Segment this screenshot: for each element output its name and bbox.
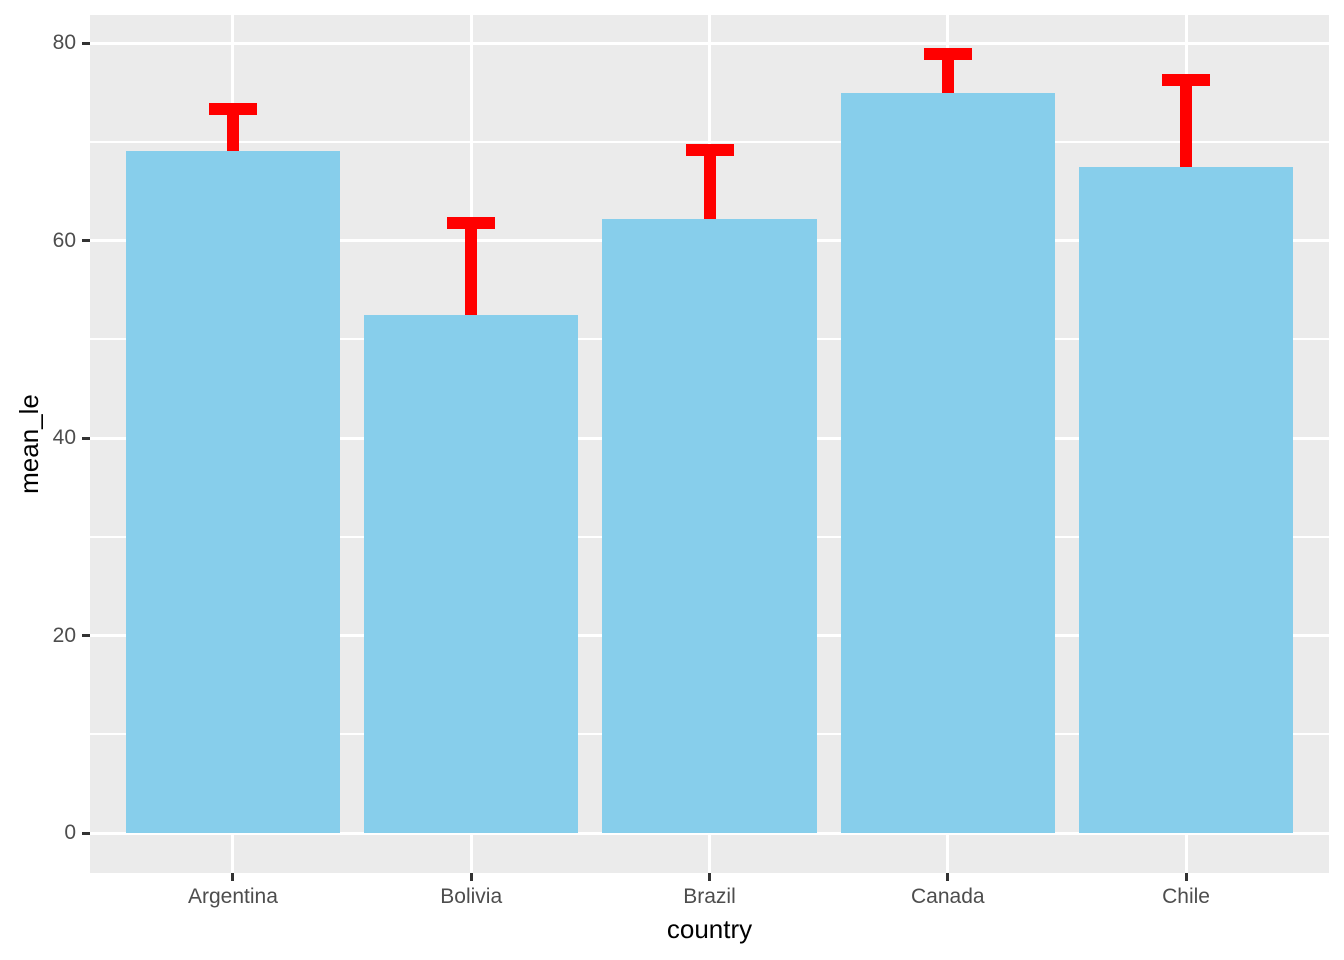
x-axis-tick-bolivia bbox=[469, 873, 473, 881]
y-axis-tick-40 bbox=[82, 436, 90, 440]
error-bar-bolivia-cap bbox=[447, 216, 496, 229]
x-tick-label-chile: Chile bbox=[1162, 885, 1210, 908]
bar-brazil bbox=[602, 218, 817, 833]
bar-bolivia bbox=[364, 314, 579, 833]
x-tick-label-argentina: Argentina bbox=[188, 885, 278, 908]
y-axis-tick-0 bbox=[82, 831, 90, 835]
error-bar-bolivia-stem bbox=[465, 222, 478, 315]
error-bar-canada-cap bbox=[923, 47, 972, 60]
plot-panel bbox=[90, 15, 1329, 873]
x-axis-tick-canada bbox=[946, 873, 950, 881]
y-tick-label-40: 40 bbox=[52, 426, 76, 449]
y-tick-label-20: 20 bbox=[52, 623, 76, 647]
y-tick-label-60: 60 bbox=[52, 228, 76, 252]
x-axis-title: country bbox=[666, 914, 753, 944]
error-bar-argentina-stem bbox=[226, 109, 239, 151]
bar-chile bbox=[1078, 167, 1294, 833]
error-bar-chile-stem bbox=[1180, 79, 1193, 168]
y-tick-label-0: 0 bbox=[64, 821, 76, 844]
error-bar-brazil-cap bbox=[685, 143, 734, 156]
y-axis-tick-20 bbox=[82, 634, 90, 637]
y-axis-tick-80 bbox=[82, 41, 90, 45]
y-axis-tick-60 bbox=[82, 239, 90, 242]
error-bar-argentina-cap bbox=[208, 103, 257, 116]
error-bar-chile-cap bbox=[1162, 73, 1211, 86]
x-tick-label-bolivia: Bolivia bbox=[440, 885, 503, 908]
x-axis-tick-brazil bbox=[708, 873, 711, 881]
x-axis-tick-argentina bbox=[231, 873, 235, 881]
x-tick-label-canada: Canada bbox=[910, 885, 985, 908]
y-tick-label-80: 80 bbox=[52, 31, 76, 54]
x-tick-label-brazil: Brazil bbox=[683, 885, 736, 908]
bar-argentina bbox=[125, 150, 341, 833]
x-axis-tick-chile bbox=[1184, 873, 1188, 881]
error-bar-brazil-stem bbox=[703, 149, 716, 219]
error-bar-canada-stem bbox=[941, 53, 954, 94]
bar-canada bbox=[840, 93, 1055, 833]
